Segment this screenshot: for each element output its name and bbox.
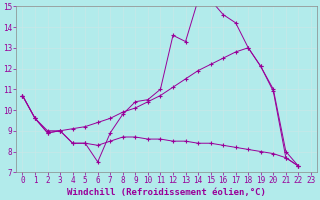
X-axis label: Windchill (Refroidissement éolien,°C): Windchill (Refroidissement éolien,°C) [67, 188, 266, 197]
